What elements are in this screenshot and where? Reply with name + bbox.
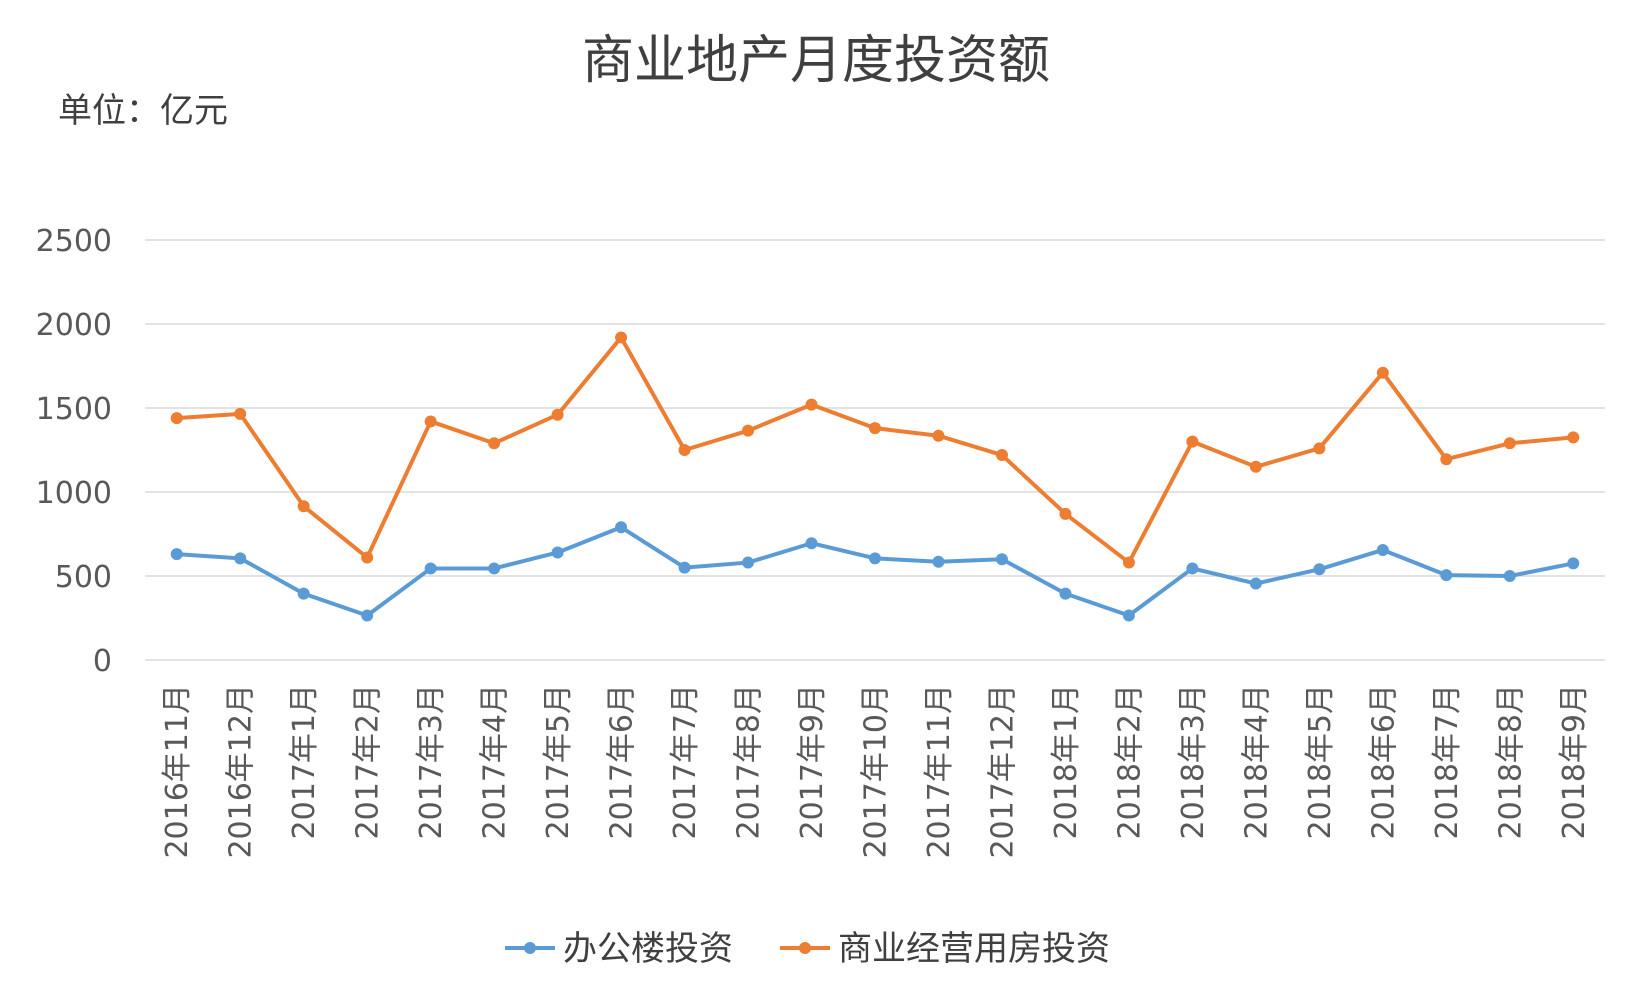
gridlines [145,239,1605,661]
unit-label: 单位：亿元 [58,91,228,131]
data-point [1186,435,1199,448]
legend-swatch-marker [524,942,536,954]
data-point [1122,556,1135,569]
data-point [869,552,881,565]
x-tick-label: 2017年7月 [668,684,703,839]
x-axis-ticks: 2016年11月 2016年12月 2017年1月 2017年2月 2017年3月 201… [160,684,1592,859]
x-tick-label: 2018年5月 [1303,684,1338,839]
data-point [1376,543,1389,556]
data-point [424,562,437,575]
legend-item: 商业经营用房投资 [780,929,1110,969]
y-axis-ticks: 0 500 1000 1500 2000 2500 [36,224,112,679]
x-tick-label: 2018年3月 [1176,684,1211,839]
x-tick-label: 2017年4月 [478,684,513,839]
data-point [678,444,691,456]
series-line [176,335,1574,565]
data-point [615,331,628,344]
data-point [1440,453,1453,466]
data-point [1186,562,1199,575]
data-point [234,552,247,565]
legend-label: 商业经营用房投资 [838,929,1110,969]
data-point [1440,569,1453,582]
data-point [1313,563,1326,576]
series-0 [170,521,1580,622]
data-point [1249,460,1262,473]
data-point [995,449,1008,462]
x-tick-label: 2018年8月 [1493,684,1528,839]
data-point [932,429,945,442]
data-point [869,422,881,435]
chart-title: 商业地产月度投资额 [582,31,1050,91]
legend-label: 办公楼投资 [563,929,733,969]
data-point [234,407,247,420]
x-tick-label: 2017年3月 [414,684,449,839]
data-point [805,537,818,550]
data-point [297,587,310,600]
data-point [742,556,755,569]
data-point [361,609,374,622]
legend: 办公楼投资 商业经营用房投资 [505,929,1110,969]
x-tick-label: 2018年9月 [1557,684,1592,839]
data-point [742,424,755,437]
series-1 [170,331,1580,569]
series-lines [170,331,1580,622]
x-tick-label: 2017年6月 [605,684,640,839]
data-point [1567,557,1580,570]
y-tick-label: 500 [55,560,112,595]
x-tick-label: 2016年11月 [160,684,195,859]
data-point [995,553,1008,566]
data-point [488,437,501,450]
x-tick-label: 2018年4月 [1239,684,1274,839]
data-point [932,555,945,568]
data-point [1503,570,1516,582]
x-tick-label: 2018年6月 [1366,684,1401,839]
x-tick-label: 2018年2月 [1112,684,1147,839]
data-point [1313,442,1326,455]
data-point [551,408,564,421]
x-tick-label: 2017年12月 [985,684,1020,859]
x-tick-label: 2017年5月 [541,684,576,839]
x-tick-label: 2016年12月 [224,684,259,859]
y-tick-label: 2000 [36,308,112,343]
data-point [1249,577,1262,590]
data-point [1122,609,1135,622]
y-tick-label: 1000 [36,476,112,511]
data-point [1567,431,1580,444]
data-point [1059,587,1072,600]
data-point [1376,366,1389,379]
data-point [170,412,183,425]
data-point [361,551,374,564]
data-point [678,561,691,574]
x-tick-label: 2017年2月 [351,684,386,839]
x-tick-label: 2017年11月 [922,684,957,859]
data-point [297,500,310,513]
legend-swatch-marker [799,942,811,954]
x-tick-label: 2017年1月 [287,684,322,839]
x-tick-label: 2018年1月 [1049,684,1084,839]
data-point [1059,507,1072,520]
data-point [424,415,437,428]
y-tick-label: 2500 [36,224,112,259]
y-tick-label: 1500 [36,392,112,427]
data-point [170,548,183,561]
x-tick-label: 2018年7月 [1430,684,1465,839]
data-point [488,562,501,575]
x-tick-label: 2017年9月 [795,684,830,839]
legend-item: 办公楼投资 [505,929,733,969]
data-point [1503,437,1516,450]
y-tick-label: 0 [93,644,112,679]
series-line [176,525,1574,618]
x-tick-label: 2017年10月 [859,684,894,859]
x-tick-label: 2017年8月 [732,684,767,839]
data-point [551,546,564,559]
data-point [805,398,818,411]
data-point [615,521,628,534]
